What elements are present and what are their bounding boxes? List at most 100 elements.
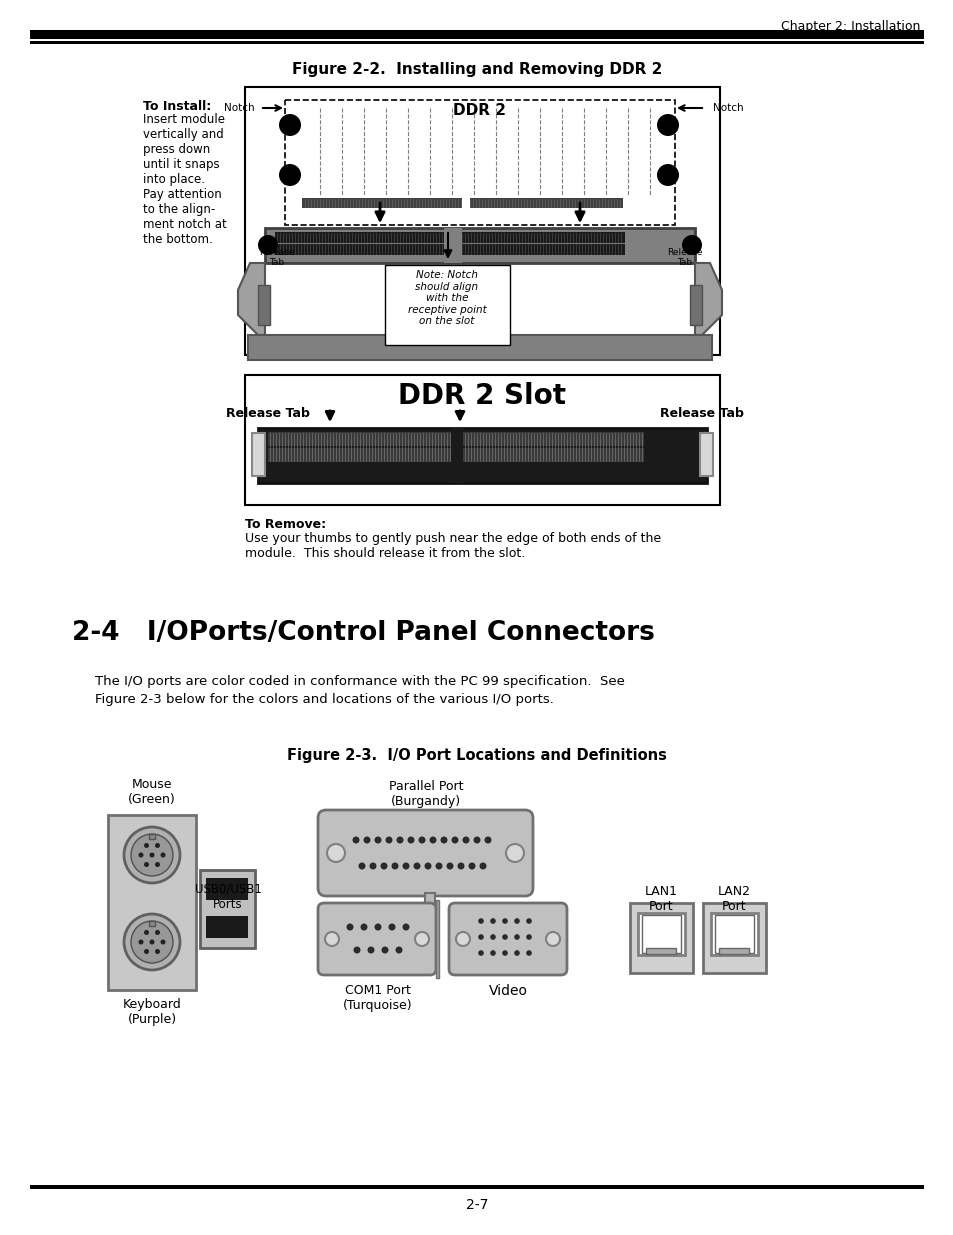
- Circle shape: [124, 827, 180, 883]
- Circle shape: [514, 934, 519, 940]
- Circle shape: [479, 862, 486, 869]
- Text: LAN2
Port: LAN2 Port: [717, 885, 750, 913]
- Bar: [461, 195, 470, 211]
- Circle shape: [154, 930, 160, 935]
- Circle shape: [681, 235, 701, 254]
- Bar: [459, 448, 643, 462]
- Text: Insert module
vertically and
press down
until it snaps
into place.
Pay attention: Insert module vertically and press down …: [143, 112, 227, 246]
- Circle shape: [514, 918, 519, 924]
- Circle shape: [435, 862, 442, 869]
- Circle shape: [138, 940, 143, 945]
- Circle shape: [346, 924, 354, 930]
- Text: USB0/USB1
Ports: USB0/USB1 Ports: [194, 883, 261, 911]
- Circle shape: [124, 914, 180, 969]
- Text: Note: Notch
should align
with the
receptive point
on the slot: Note: Notch should align with the recept…: [407, 270, 486, 326]
- Bar: [149, 921, 154, 926]
- Text: The I/O ports are color coded in conformance with the PC 99 specification.  See: The I/O ports are color coded in conform…: [95, 676, 624, 688]
- Bar: [689, 285, 701, 325]
- Circle shape: [501, 950, 507, 956]
- Text: Release
Tab: Release Tab: [259, 248, 294, 268]
- Bar: [302, 198, 461, 207]
- Text: LAN1
Port: LAN1 Port: [644, 885, 677, 913]
- Circle shape: [381, 946, 388, 953]
- Circle shape: [473, 836, 480, 844]
- Circle shape: [456, 932, 470, 946]
- Circle shape: [657, 114, 679, 136]
- Bar: [274, 232, 444, 243]
- Circle shape: [150, 940, 154, 945]
- Text: Video: Video: [488, 984, 527, 998]
- Text: Mouse
(Green): Mouse (Green): [128, 778, 175, 806]
- Bar: [108, 815, 195, 990]
- Bar: [200, 869, 254, 948]
- Circle shape: [154, 948, 160, 953]
- Circle shape: [144, 930, 149, 935]
- Text: To Install:: To Install:: [143, 100, 211, 112]
- Circle shape: [358, 862, 365, 869]
- Text: Figure 2-3 below for the colors and locations of the various I/O ports.: Figure 2-3 below for the colors and loca…: [95, 693, 554, 706]
- Circle shape: [380, 862, 387, 869]
- Bar: [645, 948, 676, 953]
- Text: To Remove:: To Remove:: [245, 517, 326, 531]
- Circle shape: [354, 946, 360, 953]
- Circle shape: [446, 862, 453, 869]
- Text: Release Tab: Release Tab: [659, 408, 743, 420]
- Circle shape: [501, 934, 507, 940]
- Circle shape: [144, 948, 149, 953]
- Circle shape: [402, 862, 409, 869]
- Circle shape: [526, 934, 531, 940]
- Text: Keyboard
(Purple): Keyboard (Purple): [123, 998, 181, 1026]
- Bar: [206, 916, 248, 939]
- Circle shape: [352, 836, 359, 844]
- Circle shape: [418, 836, 425, 844]
- Circle shape: [131, 921, 172, 963]
- Circle shape: [160, 852, 165, 857]
- Circle shape: [424, 862, 431, 869]
- Polygon shape: [237, 263, 265, 335]
- Bar: [245, 86, 720, 354]
- Circle shape: [526, 950, 531, 956]
- Circle shape: [462, 836, 469, 844]
- Circle shape: [375, 924, 381, 930]
- Bar: [268, 448, 453, 462]
- Circle shape: [490, 918, 496, 924]
- Circle shape: [150, 852, 154, 857]
- Circle shape: [278, 164, 301, 186]
- Bar: [257, 429, 706, 483]
- Bar: [702, 903, 765, 973]
- Bar: [149, 834, 154, 839]
- Circle shape: [440, 836, 447, 844]
- Circle shape: [526, 918, 531, 924]
- Bar: [436, 900, 438, 978]
- Circle shape: [154, 862, 160, 867]
- Bar: [252, 433, 265, 475]
- Circle shape: [490, 934, 496, 940]
- Circle shape: [327, 844, 345, 862]
- Text: DDR 2: DDR 2: [453, 103, 506, 119]
- Circle shape: [388, 924, 395, 930]
- Bar: [468, 198, 622, 207]
- Circle shape: [144, 844, 149, 848]
- Text: DDR 2 Slot: DDR 2 Slot: [397, 382, 565, 410]
- Polygon shape: [695, 263, 721, 335]
- Circle shape: [514, 950, 519, 956]
- Text: Parallel Port
(Burgandy): Parallel Port (Burgandy): [388, 781, 463, 808]
- Circle shape: [257, 235, 277, 254]
- Circle shape: [360, 924, 367, 930]
- Circle shape: [490, 950, 496, 956]
- FancyBboxPatch shape: [449, 903, 566, 974]
- Text: Figure 2-2.  Installing and Removing DDR 2: Figure 2-2. Installing and Removing DDR …: [292, 62, 661, 77]
- Bar: [443, 228, 461, 263]
- Bar: [459, 232, 624, 243]
- Circle shape: [160, 940, 165, 945]
- Bar: [248, 335, 711, 359]
- Circle shape: [505, 844, 523, 862]
- Text: Figure 2-3.  I/O Port Locations and Definitions: Figure 2-3. I/O Port Locations and Defin…: [287, 748, 666, 763]
- Circle shape: [385, 836, 392, 844]
- Circle shape: [477, 950, 483, 956]
- Circle shape: [484, 836, 491, 844]
- Bar: [424, 893, 435, 935]
- Bar: [719, 948, 748, 953]
- Circle shape: [396, 836, 403, 844]
- Circle shape: [477, 934, 483, 940]
